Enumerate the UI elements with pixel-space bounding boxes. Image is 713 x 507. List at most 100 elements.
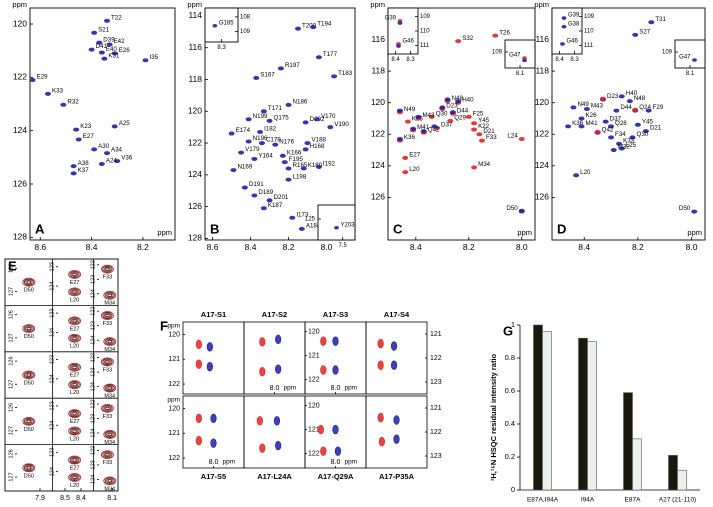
y-axis-label: ppm [534,0,549,9]
peak-label: Q29 [454,114,466,121]
peak-label: D50 [24,334,34,340]
y-tick-label: 122 [90,399,96,408]
contour [71,457,79,463]
peak-label: E27 [70,373,80,379]
contour [102,358,113,366]
peak-label: T183 [338,70,353,77]
contour [23,464,34,472]
peak [91,30,98,35]
peak [257,129,264,134]
y-tick-label: 122 [168,455,180,462]
peak-label: F29 [653,104,664,111]
x-tick-label: 8.6 [207,242,219,252]
peak [692,58,697,62]
peak-label: M32 [618,144,631,151]
peak [334,446,342,456]
y-tick-label: 110 [420,29,430,35]
bar [623,392,633,491]
y-tick-label: 122 [90,446,96,455]
peak [439,105,446,110]
contour [26,326,31,331]
y-tick-label: 124 [371,160,385,170]
contour [71,364,79,370]
y-tick-label: 122 [168,381,180,388]
peak [573,173,580,178]
peak [259,443,266,453]
x-tick-label: 8.0 [270,385,280,392]
peak [114,159,121,164]
peak-label: E27 [70,326,80,332]
peak-label: M43 [422,112,435,119]
y-tick-label: 120 [188,106,202,116]
y-tick-label: 122 [90,260,96,269]
peak [332,365,339,375]
peak-label: L25 [626,142,637,149]
peak [455,39,462,44]
contour [72,290,77,294]
y-tick-label: 109 [420,14,431,20]
y-tick-label: 126 [371,192,385,202]
contour [106,478,114,484]
peak [279,153,286,158]
y-tick-label: 118 [188,74,202,84]
panel-frame [29,7,176,241]
y-tick-label: 120 [168,331,180,338]
contour [71,335,79,341]
contour [72,458,77,462]
contour [26,419,31,423]
contour [103,266,112,272]
x-tick-label: 7.9 [35,495,45,502]
panel-letter: G [503,323,513,338]
contour [101,450,114,460]
peak [518,136,525,141]
y-axis-label: ppm [167,397,180,404]
y-tick-label: 128 [188,233,202,243]
peak [253,75,260,80]
peak-label: F33 [103,321,112,327]
peak [195,339,202,350]
peak-label: E27 [409,152,421,159]
y-tick-label: 122 [90,307,96,316]
peak-label: Y45 [642,118,654,125]
peak-label: Q28 [615,120,627,127]
peak-label: E27 [70,466,80,472]
peak [465,114,472,119]
contour [105,360,110,364]
peak [260,109,267,114]
peak-label: M34 [104,440,115,446]
y-tick-label: 126 [8,403,14,412]
y-tick-label: 126 [8,264,14,273]
contour [69,456,80,464]
peak [602,119,609,124]
peak [277,66,284,71]
peak-label: L20 [70,297,79,303]
peak [410,126,417,131]
contour [26,280,31,284]
peak-label: D44 [620,104,632,111]
contour [107,432,112,437]
peak-label: D50 [24,288,34,294]
x-tick-label: 8.1 [516,71,525,77]
peak [608,135,615,140]
peak-label: M34 [104,394,115,400]
y-tick-label: 123 [49,262,55,271]
peak [275,364,282,374]
y-tick-label: 122 [430,429,442,436]
y-tick-label: 122 [308,376,320,383]
peak [578,124,585,129]
peak [195,435,202,446]
contour [102,404,113,412]
peak-label: M34 [104,347,115,353]
peak-label: A24 [106,158,118,165]
y-tick-label: 124 [13,125,27,135]
peak-label: G46 [567,39,579,45]
contour [25,418,33,424]
x-tick-label: 8.4 [555,57,564,63]
peak-label: G39 [568,13,580,19]
peak [206,361,213,372]
y-tick-label: 124 [535,160,549,170]
y-tick-label: 126 [535,192,549,202]
peak-label: G185 [219,20,234,26]
y-tick-label: 128 [13,232,27,242]
contour [25,465,33,471]
